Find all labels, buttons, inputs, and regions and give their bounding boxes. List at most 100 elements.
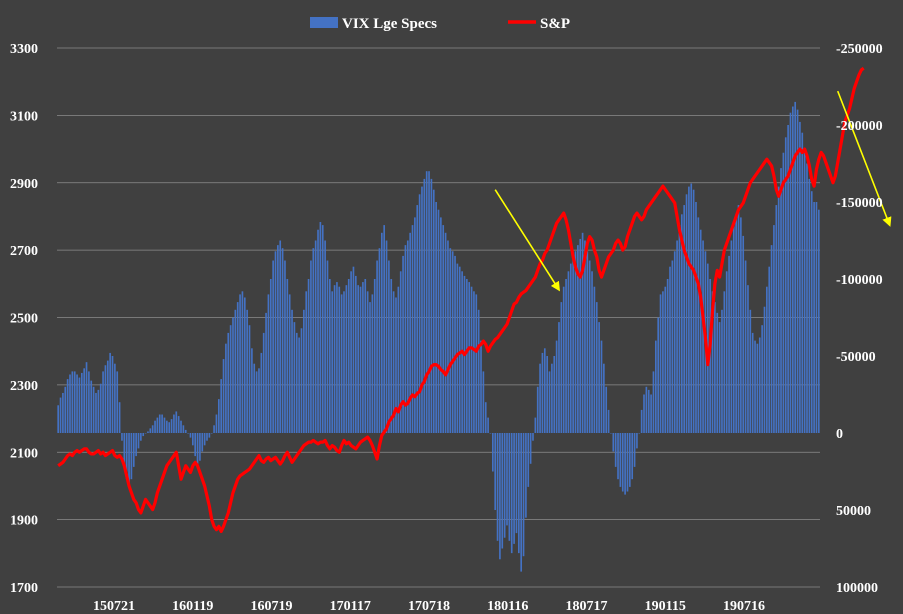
right-tick-label: 50000 — [836, 504, 871, 519]
bar — [482, 371, 485, 433]
bar — [128, 433, 130, 487]
bar — [669, 266, 671, 433]
bar — [624, 433, 626, 495]
bar — [813, 202, 815, 433]
bar — [480, 340, 482, 433]
bar — [534, 417, 537, 433]
bar — [151, 425, 154, 433]
bar — [366, 291, 369, 433]
bar — [364, 279, 367, 433]
bar — [121, 433, 123, 441]
bar — [456, 263, 459, 433]
bar — [520, 433, 522, 572]
bar — [99, 383, 102, 433]
bar — [102, 371, 104, 433]
bar — [723, 291, 726, 433]
bar — [418, 194, 421, 433]
bar — [215, 414, 218, 433]
bar — [118, 402, 121, 433]
bar — [196, 433, 199, 464]
left-tick-label: 3100 — [10, 109, 38, 124]
bar — [593, 286, 596, 433]
bar — [643, 394, 645, 433]
bar — [685, 194, 688, 433]
bar — [57, 405, 59, 433]
bar — [808, 178, 811, 433]
bar — [255, 371, 258, 433]
bar — [636, 433, 638, 449]
bar — [246, 309, 248, 433]
bar — [125, 433, 128, 480]
bar — [78, 377, 81, 433]
bar — [338, 286, 341, 433]
bar — [513, 433, 515, 544]
line-series-sp — [57, 66, 865, 534]
bar — [569, 263, 572, 433]
right-tick-label: -250000 — [836, 42, 883, 57]
bar — [529, 433, 532, 464]
bar — [565, 279, 567, 433]
bar — [817, 209, 820, 433]
bar — [80, 372, 83, 433]
legend-label-sp: S&P — [540, 16, 570, 32]
bar — [560, 302, 563, 433]
x-tick-label: 160719 — [251, 599, 293, 614]
bar — [499, 433, 501, 560]
right-tick-label: 0 — [836, 427, 843, 442]
bar — [458, 266, 461, 433]
bar — [104, 365, 107, 433]
left-tick-label: 2300 — [10, 379, 38, 394]
bar — [347, 279, 350, 433]
bar — [123, 433, 126, 464]
bar — [690, 183, 693, 433]
bar — [626, 433, 629, 492]
bar — [803, 148, 806, 433]
bar — [345, 285, 348, 433]
bar — [683, 205, 685, 433]
bar — [331, 291, 334, 433]
bar — [279, 240, 282, 433]
bar — [199, 433, 201, 461]
bar — [451, 251, 454, 433]
bar — [97, 389, 100, 433]
bar — [655, 340, 657, 433]
bar — [210, 433, 213, 434]
legend-swatch-vix-lge-specs — [310, 17, 338, 28]
bar — [508, 433, 511, 541]
left-tick-label: 1900 — [10, 514, 38, 529]
bar — [468, 282, 471, 433]
bar — [799, 121, 801, 434]
bar — [562, 286, 565, 433]
bar — [397, 286, 400, 433]
bar — [737, 205, 740, 433]
bar — [421, 186, 423, 433]
bar — [595, 302, 598, 433]
bar — [640, 409, 643, 433]
bar — [395, 297, 397, 433]
bar — [208, 433, 211, 438]
bar — [95, 392, 97, 433]
x-tick-label: 190115 — [645, 599, 686, 614]
bar — [267, 294, 270, 433]
trend-arrow-2 — [836, 90, 892, 227]
right-tick-label: -50000 — [836, 350, 876, 365]
bar — [293, 322, 296, 433]
bar — [177, 416, 180, 433]
bar — [466, 279, 468, 433]
bar — [676, 240, 678, 433]
bar — [735, 214, 737, 433]
bar — [579, 238, 582, 433]
bar — [229, 325, 232, 433]
bar — [340, 294, 343, 433]
bar — [239, 294, 241, 433]
bar — [503, 433, 506, 538]
sp-line — [57, 66, 865, 534]
bar — [305, 291, 308, 433]
bar — [756, 343, 759, 433]
bar — [173, 414, 175, 433]
bar — [317, 229, 319, 433]
x-tick-label: 190716 — [723, 599, 765, 614]
bar — [385, 240, 388, 433]
bar — [59, 397, 62, 433]
bar — [697, 217, 700, 433]
